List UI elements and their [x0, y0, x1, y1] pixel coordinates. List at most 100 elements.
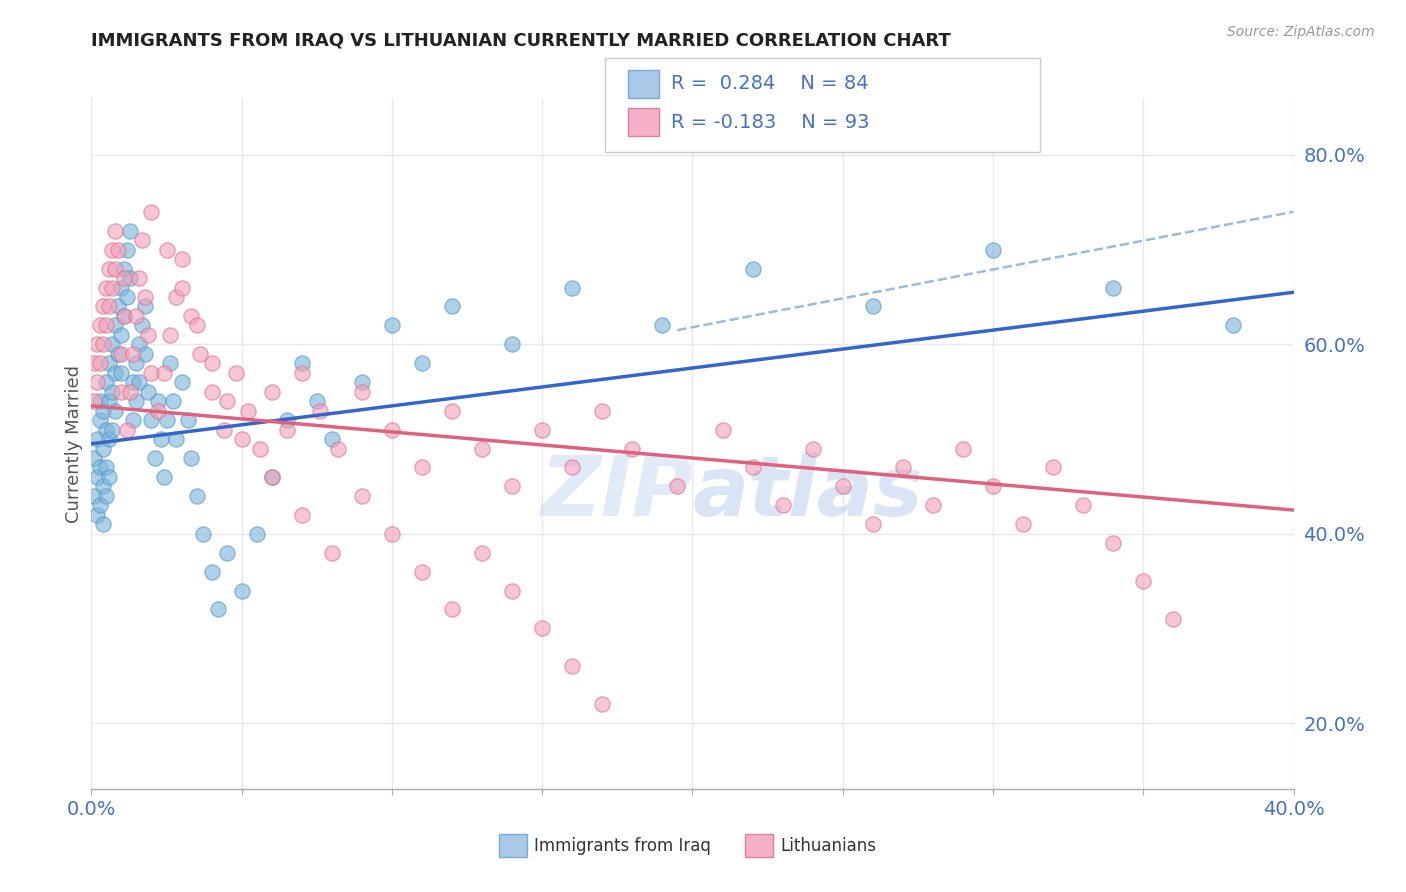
Point [350, 375, 373, 389]
Point [120, 384, 142, 399]
Point [146, 403, 169, 417]
Text: R = -0.183    N = 93: R = -0.183 N = 93 [671, 112, 869, 132]
Point [141, 204, 163, 219]
Text: Lithuanians: Lithuanians [780, 837, 876, 855]
Point [98, 394, 121, 409]
Point [162, 394, 184, 409]
Point [122, 347, 145, 361]
Point [922, 499, 945, 513]
Point [134, 290, 156, 304]
Point [891, 460, 914, 475]
Point [117, 243, 139, 257]
Point [114, 309, 136, 323]
Text: Source: ZipAtlas.com: Source: ZipAtlas.com [1227, 25, 1375, 39]
Point [321, 432, 343, 446]
Point [531, 423, 554, 437]
Point [165, 432, 187, 446]
Point [591, 697, 613, 711]
Point [101, 423, 124, 437]
Point [128, 337, 150, 351]
Point [96, 375, 118, 389]
Point [155, 413, 177, 427]
Point [125, 309, 148, 323]
Point [159, 327, 181, 342]
Point [83, 450, 105, 465]
Point [141, 366, 163, 380]
Point [86, 432, 108, 446]
Point [291, 366, 314, 380]
Point [104, 366, 127, 380]
Point [188, 347, 211, 361]
Point [110, 384, 132, 399]
Point [96, 280, 118, 294]
Point [114, 261, 136, 276]
Point [125, 356, 148, 370]
Point [180, 309, 202, 323]
Point [201, 384, 224, 399]
Point [440, 300, 463, 314]
Point [531, 622, 554, 636]
Point [180, 450, 202, 465]
Point [411, 460, 433, 475]
Point [260, 384, 283, 399]
Point [276, 413, 298, 427]
Text: atlas: atlas [692, 451, 924, 533]
Point [98, 300, 121, 314]
Point [96, 489, 118, 503]
Point [98, 356, 121, 370]
Point [104, 224, 127, 238]
Point [952, 442, 974, 456]
Point [212, 423, 235, 437]
Point [83, 394, 105, 409]
Point [666, 479, 689, 493]
Point [260, 470, 283, 484]
Point [101, 337, 124, 351]
Text: R =  0.284    N = 84: R = 0.284 N = 84 [671, 74, 869, 94]
Point [741, 261, 763, 276]
Point [176, 413, 198, 427]
Point [471, 546, 494, 560]
Point [86, 375, 108, 389]
Point [201, 356, 224, 370]
Text: ZIP: ZIP [540, 451, 692, 533]
Point [104, 403, 127, 417]
Point [411, 565, 433, 579]
Point [93, 517, 115, 532]
Point [381, 526, 404, 541]
Point [101, 243, 124, 257]
Point [155, 243, 177, 257]
Point [621, 442, 644, 456]
Point [134, 300, 156, 314]
Point [440, 403, 463, 417]
Point [276, 423, 298, 437]
Point [138, 327, 160, 342]
Point [143, 450, 166, 465]
Point [741, 460, 763, 475]
Y-axis label: Currently Married: Currently Married [65, 365, 83, 523]
Point [131, 233, 153, 247]
Point [104, 318, 127, 333]
Point [170, 280, 193, 294]
Point [110, 280, 132, 294]
Point [110, 366, 132, 380]
Point [107, 300, 129, 314]
Point [501, 479, 523, 493]
Point [170, 375, 193, 389]
Text: IMMIGRANTS FROM IRAQ VS LITHUANIAN CURRENTLY MARRIED CORRELATION CHART: IMMIGRANTS FROM IRAQ VS LITHUANIAN CURRE… [91, 31, 950, 49]
Point [225, 366, 247, 380]
Point [561, 659, 583, 673]
Point [1161, 612, 1184, 626]
Point [561, 280, 583, 294]
Point [249, 442, 271, 456]
Point [146, 394, 169, 409]
Point [170, 252, 193, 266]
Point [93, 337, 115, 351]
Point [772, 499, 794, 513]
Point [89, 499, 111, 513]
Point [561, 460, 583, 475]
Point [104, 261, 127, 276]
Point [101, 280, 124, 294]
Point [114, 309, 136, 323]
Point [381, 318, 404, 333]
Point [215, 546, 238, 560]
